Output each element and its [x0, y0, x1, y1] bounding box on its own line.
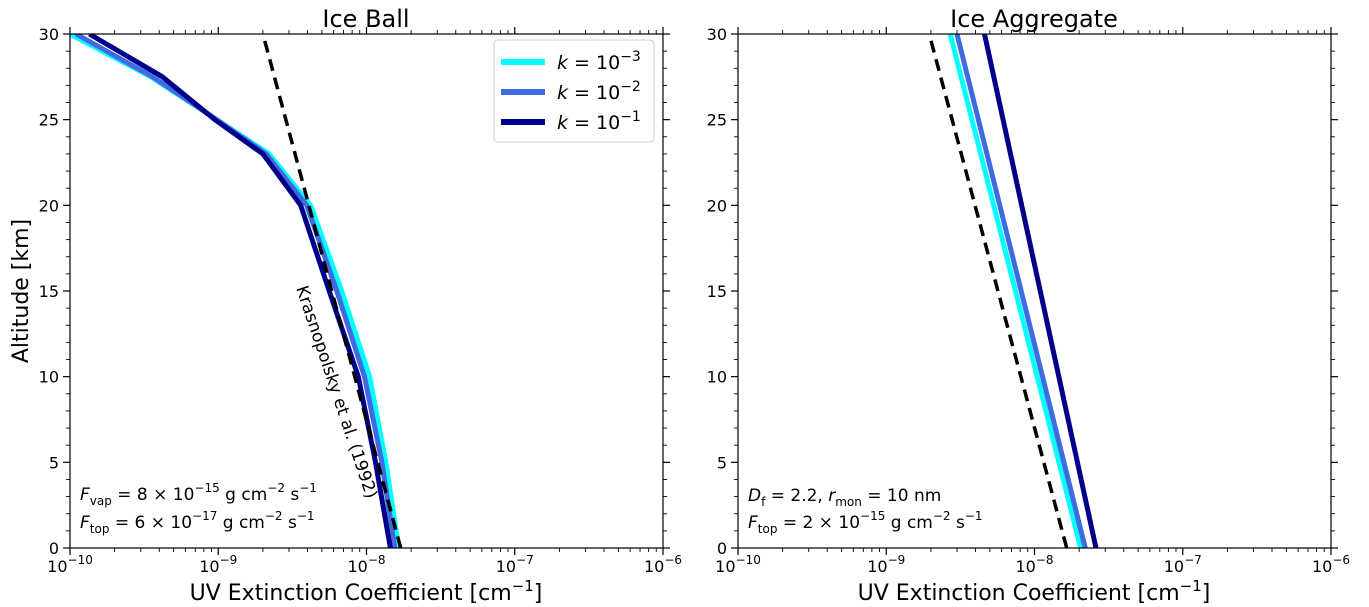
y-tick-label: 10	[39, 368, 59, 387]
annotation-ftop-ball: Ftop = 6 × 10−17 g cm−2 s−1	[80, 509, 315, 536]
series-line-k3-ice-ball	[70, 34, 402, 548]
ticks-ice-aggregate: 10−10 10−9 10−8 10−7 10−6 0 5 10 15 20 25 30	[707, 25, 1350, 576]
x-axis-title-ice-ball: UV Extinction Coefficient [cm−1]	[190, 577, 543, 606]
x-tick-label: 10−9	[867, 553, 905, 576]
series-line-k1-ice-ball	[88, 34, 393, 548]
reference-line-ice-ball	[261, 34, 403, 548]
annotation-ftop-aggregate: Ftop = 2 × 10−15 g cm−2 s−1	[748, 509, 983, 536]
x-tick-label: 10−9	[199, 553, 237, 576]
x-axis-title-ice-aggregate: UV Extinction Coefficient [cm−1]	[858, 577, 1211, 606]
legend-label-k2: k = 10−2	[557, 79, 641, 104]
x-tick-label: 10−6	[644, 553, 682, 576]
y-tick-label: 20	[707, 196, 727, 215]
series-line-k1-ice-aggregate	[982, 34, 1099, 548]
y-tick-label: 20	[39, 196, 59, 215]
y-tick-label: 30	[707, 25, 727, 44]
y-tick-label: 30	[39, 25, 59, 44]
ticks-ice-ball: 10−10 10−9 10−8 10−7 10−6 0 5 10 15 20 25 30	[39, 25, 682, 576]
annotation-fvap: Fvap = 8 × 10−15 g cm−2 s−1	[80, 481, 317, 508]
y-tick-label: 0	[49, 539, 59, 558]
y-tick-label: 15	[39, 282, 59, 301]
annotation-df-rmon: Df = 2.2, rmon = 10 nm	[748, 486, 941, 509]
plot-area-ice-aggregate	[927, 34, 1099, 548]
y-tick-label: 25	[39, 111, 59, 130]
series-line-k2-ice-aggregate	[954, 34, 1088, 548]
x-tick-label: 10−8	[1015, 553, 1053, 576]
axes-frame-ice-aggregate	[737, 33, 1332, 549]
series-line-k2-ice-ball	[74, 34, 398, 548]
legend: k = 10−3 k = 10−2 k = 10−1	[493, 39, 655, 143]
y-tick-label: 5	[49, 453, 59, 472]
panel-ice-aggregate: Ice Aggregate 10−10 10−9 10−8 10−7 10−605101…	[707, 5, 1350, 606]
y-tick-label: 15	[707, 282, 727, 301]
y-tick-label: 10	[707, 368, 727, 387]
series-line-k3-ice-aggregate	[947, 34, 1084, 548]
x-tick-label: 10−10	[715, 553, 761, 576]
y-tick-label: 5	[717, 453, 727, 472]
reference-line-ice-aggregate	[927, 34, 1069, 548]
y-tick-label: 0	[717, 539, 727, 558]
legend-label-k3: k = 10−3	[557, 49, 641, 74]
x-tick-label: 10−7	[1164, 553, 1202, 576]
plot-area-ice-ball	[70, 34, 403, 548]
x-tick-label: 10−6	[1312, 553, 1350, 576]
y-tick-label: 25	[707, 111, 727, 130]
y-axis-title: Altitude [km]	[9, 219, 34, 363]
legend-box	[493, 39, 655, 143]
x-tick-label: 10−10	[47, 553, 93, 576]
x-tick-label: 10−7	[496, 553, 534, 576]
legend-label-k1: k = 10−1	[557, 109, 641, 134]
panel-ice-ball: Ice Ball 10−10 10−9 10−8 10−7 10−60510152025…	[9, 5, 682, 606]
x-tick-label: 10−8	[347, 553, 385, 576]
